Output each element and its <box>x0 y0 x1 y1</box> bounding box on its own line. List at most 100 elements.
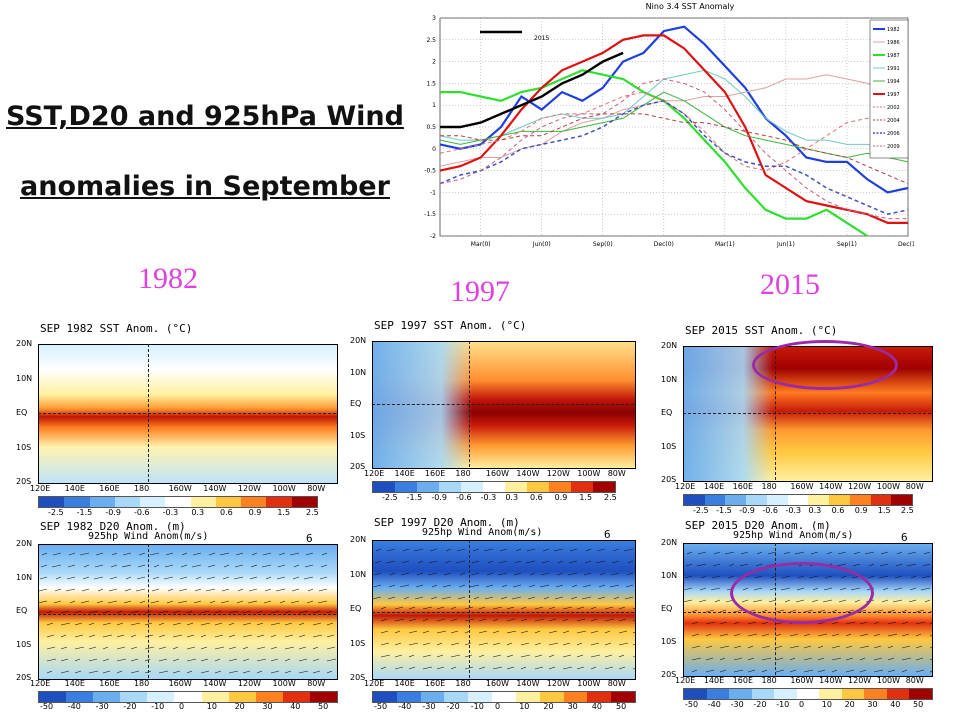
wind-arrow <box>122 552 132 556</box>
wind-arrow <box>242 610 251 614</box>
wind-arrow <box>492 666 503 670</box>
wind-arrow <box>684 599 693 603</box>
wind-arrow <box>293 564 300 568</box>
d20-panel-title: SEP 2015 D20 Anom. (m) <box>685 519 831 532</box>
wind-arrow <box>761 621 769 625</box>
colorbar-swatch <box>819 689 842 699</box>
lon-tick: 140W <box>819 676 843 685</box>
wind-arrow <box>200 634 207 638</box>
wind-arrow <box>618 630 628 634</box>
wind-arrow <box>284 610 292 614</box>
d20-panel-title: SEP 1982 D20 Anom. (m) <box>40 520 186 533</box>
wind-vector-field <box>39 552 337 674</box>
wind-arrow <box>389 572 396 576</box>
wind-arrow <box>166 600 174 604</box>
colorbar-swatch <box>593 482 615 492</box>
lat-tick: 10N <box>350 367 367 377</box>
sst-scale-label: 0.3 <box>808 506 822 515</box>
d20-scale-label: -10 <box>470 702 484 711</box>
wind-arrow <box>422 654 432 658</box>
wind-arrow <box>618 606 626 610</box>
lon-tick: 100W <box>272 484 296 493</box>
lon-tick: 80W <box>307 484 326 493</box>
wind-arrow <box>458 584 466 588</box>
wind-arrow <box>172 634 183 638</box>
wind-arrow <box>312 622 322 626</box>
wind-arrow <box>868 563 875 567</box>
d20-scale-label: -30 <box>95 702 109 711</box>
wind-arrow <box>275 588 286 592</box>
d20-scale-label: 0 <box>179 702 185 711</box>
wind-arrow <box>845 645 853 649</box>
lon-tick: 120W <box>848 482 872 491</box>
lon-tick: 140W <box>203 679 227 688</box>
d20-colorbar <box>38 691 338 703</box>
colorbar-swatch <box>505 482 527 492</box>
d20-scale-label: -50 <box>685 700 699 709</box>
wind-arrow <box>485 584 494 588</box>
wind-arrow <box>130 634 137 638</box>
wind-arrow <box>478 630 488 634</box>
wind-arrow <box>685 563 693 567</box>
wind-arrow <box>96 600 104 604</box>
wind-arrow <box>193 600 202 604</box>
wind-arrow <box>520 630 529 634</box>
lat-tick: 10S <box>350 638 366 648</box>
colorbar-swatch <box>829 495 850 505</box>
nino34-chart-title: Nino 3.4 SST Anomaly <box>646 2 735 11</box>
wind-arrow <box>242 634 253 638</box>
colorbar-swatch <box>515 692 540 702</box>
wind-arrow <box>200 622 211 626</box>
lon-tick: 140E <box>703 482 725 491</box>
lat-tick: EQ <box>16 606 28 615</box>
wind-arrow <box>598 584 606 588</box>
lon-tick: 140E <box>394 679 415 688</box>
dateline-line <box>774 346 776 480</box>
wind-arrow <box>864 551 875 555</box>
wind-arrow <box>400 572 410 576</box>
wind-arrow <box>205 588 216 592</box>
wind-arrow <box>186 610 193 614</box>
wind-arrow <box>859 645 870 649</box>
wind-arrow <box>228 670 239 674</box>
wind-arrow <box>60 670 70 674</box>
wind-arrow <box>270 634 277 638</box>
wind-arrow <box>256 634 265 638</box>
wind-arrow <box>747 645 754 649</box>
wind-arrow <box>556 572 564 576</box>
wind-arrow <box>88 610 99 614</box>
colorbar-swatch <box>729 689 752 699</box>
wind-arrow <box>581 596 592 600</box>
lon-tick: 120W <box>848 676 872 685</box>
wind-arrow <box>506 606 515 610</box>
year-label-2015: 2015 <box>760 268 820 301</box>
colorbar-swatch <box>796 689 820 699</box>
wind-arrow <box>817 633 828 637</box>
wind-arrow <box>41 552 48 556</box>
wind-arrow <box>172 610 181 614</box>
wind-arrow <box>590 630 599 634</box>
wind-arrow <box>207 564 216 568</box>
wind-arrow <box>597 596 606 600</box>
nino34-series-1997 <box>439 34 908 224</box>
colorbar-swatch <box>417 482 439 492</box>
wind-arrow <box>705 657 714 661</box>
nino34-legend-box <box>869 19 909 159</box>
wind-arrow <box>478 606 486 610</box>
wind-arrow <box>534 618 545 622</box>
wind-arrow <box>506 618 516 622</box>
wind-arrow <box>284 646 295 650</box>
colorbar-swatch <box>886 689 910 699</box>
sst-panel-title: SEP 2015 SST Anom. (°C) <box>685 324 838 337</box>
lat-tick: 20N <box>16 539 33 548</box>
d20-scale-label: -20 <box>753 700 767 709</box>
wind-arrow <box>761 657 772 661</box>
wind-arrow <box>625 584 634 588</box>
wind-arrow <box>520 666 527 670</box>
lat-tick: 10S <box>661 441 677 451</box>
wind-arrow <box>97 588 104 592</box>
wind-arrow <box>887 633 898 637</box>
lon-tick: 180 <box>761 676 777 685</box>
wind-arrow <box>270 646 278 650</box>
wind-arrow <box>733 633 741 637</box>
